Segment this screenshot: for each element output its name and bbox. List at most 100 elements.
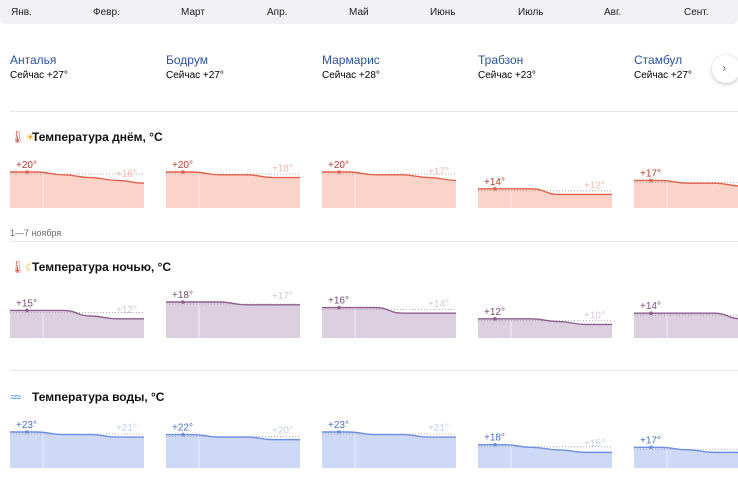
series-area <box>322 307 456 338</box>
series-line <box>165 171 300 179</box>
next-cities-button[interactable]: › <box>712 55 738 83</box>
city-list: Анталья Сейчас +27° Бодрум Сейчас +27° М… <box>0 52 738 92</box>
current-point <box>649 178 653 183</box>
city-card-bodrum[interactable]: Бодрум Сейчас +27° <box>166 52 306 83</box>
chart-day-3: +14° +12° <box>478 177 612 208</box>
month-apr[interactable]: Апр. <box>267 7 288 18</box>
current-point <box>493 317 497 321</box>
start-value-label: +22° <box>172 423 193 434</box>
end-value-label: +21° <box>428 423 449 434</box>
chart-day-1: +20° +18° <box>165 160 300 208</box>
start-value-label: +17° <box>640 168 661 179</box>
end-value-label: +15° <box>584 438 605 449</box>
chart-night-0: +15° +12° <box>10 298 144 338</box>
chevron-right-icon: › <box>722 60 727 75</box>
end-value-label: +17° <box>272 291 293 302</box>
chart-night-3: +12° +10° <box>478 307 612 338</box>
series-line <box>165 433 300 441</box>
chart-day-4: +17° <box>634 168 738 208</box>
start-value-label: +18° <box>172 290 193 301</box>
month-aug[interactable]: Авг. <box>604 7 622 18</box>
current-point <box>25 430 29 434</box>
series-area <box>634 313 738 338</box>
start-value-label: +20° <box>328 160 349 171</box>
city-name[interactable]: Трабзон <box>478 53 524 67</box>
end-value-label: +20° <box>272 426 293 437</box>
thermometer-moon-icon: 🌡☾ <box>10 260 35 274</box>
series-line <box>477 444 612 454</box>
month-jul[interactable]: Июль <box>518 7 544 18</box>
current-point <box>181 432 185 437</box>
current-point <box>181 300 185 304</box>
start-value-label: +12° <box>484 307 505 318</box>
series-area <box>634 180 738 208</box>
city-name[interactable]: Мармарис <box>322 53 380 67</box>
end-value-label: +12° <box>116 305 137 316</box>
city-current-temp: Сейчас +27° <box>634 70 692 81</box>
month-mar[interactable]: Март <box>181 7 205 18</box>
end-value-label: +14° <box>428 299 449 310</box>
month-jun[interactable]: Июнь <box>430 7 456 18</box>
city-card-marmaris[interactable]: Мармарис Сейчас +28° <box>322 52 462 83</box>
series-line <box>321 431 456 438</box>
city-name[interactable]: Стамбул <box>634 53 683 67</box>
end-value-label: +10° <box>584 310 605 321</box>
end-value-label: +18° <box>272 164 293 175</box>
current-point <box>337 305 341 310</box>
city-card-antalya[interactable]: Анталья Сейчас +27° <box>10 52 150 83</box>
month-sep[interactable]: Сент. <box>684 7 709 18</box>
divider <box>10 241 738 242</box>
start-value-label: +14° <box>640 301 661 312</box>
city-current-temp: Сейчас +28° <box>322 70 380 81</box>
start-value-label: +23° <box>328 420 349 431</box>
city-card-trabzon[interactable]: Трабзон Сейчас +23° <box>478 52 618 83</box>
end-value-label: +17° <box>428 166 449 177</box>
month-may[interactable]: Май <box>349 7 369 18</box>
section-title-text: Температура днём, °C <box>32 130 163 144</box>
chart-water-1: +22° +20° <box>165 423 300 468</box>
period-label: 1—7 ноября <box>10 228 62 238</box>
month-feb[interactable]: Февр. <box>93 7 120 18</box>
moon-icon: ☾ <box>25 263 35 274</box>
end-value-label: +16° <box>116 169 137 180</box>
series-line <box>165 301 300 306</box>
thermometer-sun-icon: 🌡☀ <box>10 130 36 144</box>
current-point <box>337 430 341 434</box>
month-jan[interactable]: Янв. <box>11 7 32 18</box>
divider <box>10 111 738 112</box>
current-point <box>25 170 29 174</box>
series-line <box>478 318 612 326</box>
city-current-temp: Сейчас +27° <box>166 70 224 81</box>
chart-night-1: +18° +17° <box>165 290 300 338</box>
end-value-label: +12° <box>584 180 605 191</box>
current-point <box>649 445 653 450</box>
start-value-label: +15° <box>16 298 37 309</box>
chart-water-4: +17° <box>634 435 738 468</box>
city-current-temp: Сейчас +27° <box>10 70 68 81</box>
month-selector: Янв. Февр. Март Апр. Май Июнь Июль Авг. … <box>0 0 738 24</box>
city-name[interactable]: Бодрум <box>166 53 208 67</box>
series-area <box>166 302 300 338</box>
thermometer-icon: 🌡 <box>10 260 26 274</box>
city-card-istanbul[interactable]: Стамбул Сейчас +27° <box>634 52 738 83</box>
current-point <box>649 311 653 315</box>
end-value-label: +21° <box>116 423 137 434</box>
city-name[interactable]: Анталья <box>10 53 57 67</box>
section-title-water: ≈≈ Температура воды, °C <box>10 390 164 404</box>
series-line <box>321 171 457 182</box>
current-point <box>25 308 29 313</box>
series-line <box>634 446 738 454</box>
series-line <box>10 309 144 320</box>
start-value-label: +16° <box>328 296 349 307</box>
chart-day-2: +20° +17° <box>321 160 457 208</box>
series-line <box>321 306 456 314</box>
chart-day-0: +20° +16° <box>9 160 145 208</box>
current-point <box>493 442 497 447</box>
current-point <box>337 170 341 174</box>
series-line <box>634 179 738 187</box>
start-value-label: +18° <box>484 433 505 444</box>
series-area <box>478 318 612 338</box>
sun-icon: ☀ <box>25 132 36 144</box>
series-line <box>478 188 612 196</box>
current-point <box>493 187 497 191</box>
